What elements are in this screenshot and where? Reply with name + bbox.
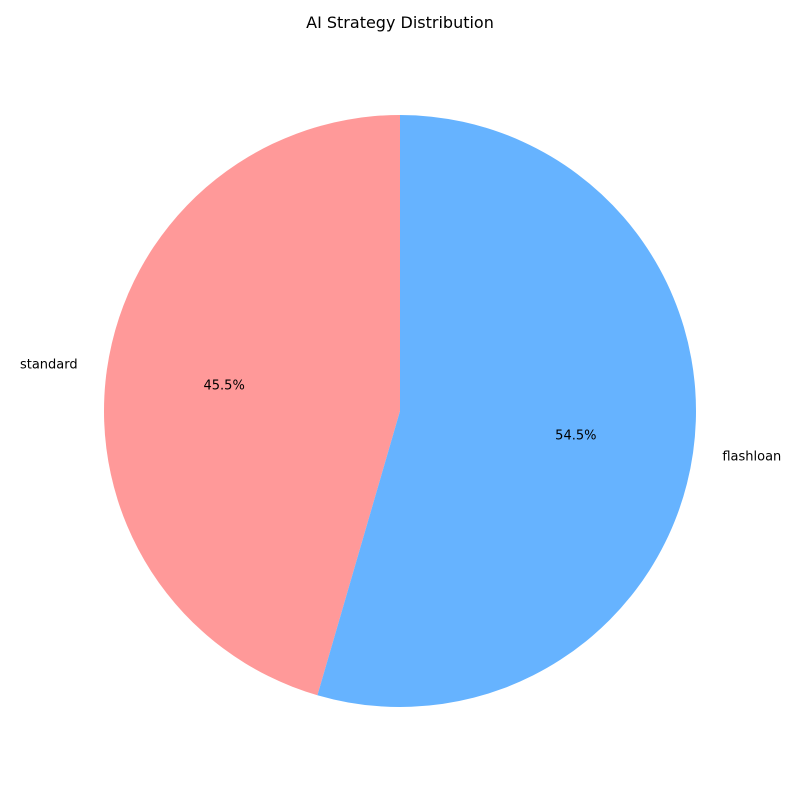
- pie-slice-flashloan: [317, 115, 696, 707]
- chart-title: AI Strategy Distribution: [306, 13, 494, 32]
- pie-slices: [103, 115, 696, 707]
- pie-slice-standard: [103, 115, 401, 696]
- slice-label-flashloan: flashloan: [722, 449, 781, 464]
- slice-percent-standard: 45.5%: [204, 378, 245, 393]
- slice-percent-flashloan: 54.5%: [555, 429, 596, 444]
- pie-labels: standard 45.5% flashloan 54.5%: [20, 358, 781, 465]
- slice-label-standard: standard: [20, 358, 78, 373]
